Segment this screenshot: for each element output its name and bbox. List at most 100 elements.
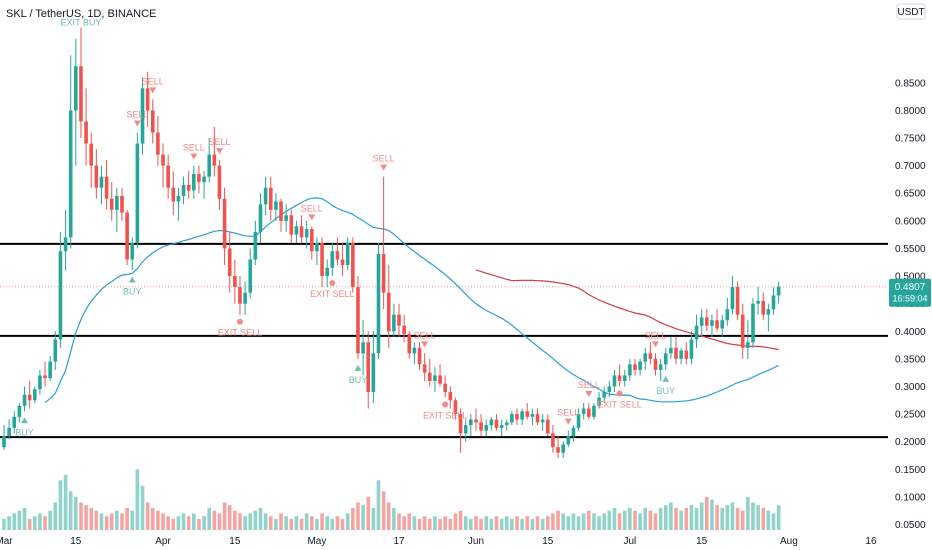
candle-body (258, 204, 263, 232)
candle-body (581, 408, 586, 415)
volume-bar (653, 513, 658, 530)
volume-bar (679, 510, 683, 530)
candle-body (740, 314, 745, 348)
volume-bar (43, 516, 47, 530)
candle-body (171, 187, 176, 202)
candle-body (689, 339, 694, 359)
ma-slow-line (475, 269, 779, 351)
volume-bar (274, 518, 278, 530)
volume-bar (140, 485, 145, 530)
volume-bar (612, 507, 617, 530)
volume-bar (622, 510, 627, 530)
volume-bar (566, 516, 571, 530)
volume-bar (289, 518, 294, 530)
signal-label: BUY (657, 386, 676, 396)
time-tick-label: 16 (865, 536, 877, 547)
candle-body (202, 176, 206, 183)
price-tick-label: 0.6500 (895, 189, 926, 200)
signal-label: SELL (578, 380, 600, 390)
volume-bar (371, 507, 376, 530)
candle-body (38, 375, 42, 390)
candle-body (248, 259, 253, 293)
volume-bar (340, 518, 345, 530)
candle-body (140, 88, 145, 144)
candle-body (392, 314, 396, 332)
candle-body (243, 292, 247, 304)
volume-bar (469, 518, 473, 530)
volume-bar (53, 502, 58, 530)
candle-body (530, 414, 535, 417)
candle-body (22, 394, 27, 406)
candle-body (156, 132, 160, 155)
candles-layer (2, 27, 781, 459)
volume-bar (74, 496, 78, 530)
volume-bar (84, 505, 88, 530)
candle-body (68, 110, 73, 238)
candle-body (402, 325, 406, 335)
candle-body (479, 422, 483, 431)
candle-body (545, 419, 550, 434)
candle-body (366, 342, 371, 392)
volume-bar (458, 510, 463, 530)
currency-badge (896, 3, 926, 20)
candle-body (176, 195, 181, 202)
time-tick-label: Jul (623, 536, 636, 547)
volume-bar (658, 507, 663, 530)
candle-body (268, 187, 273, 210)
time-tick-label: Aug (780, 536, 798, 547)
candle-body (469, 419, 473, 426)
currency-label: USDT (897, 7, 924, 18)
time-tick-label: May (307, 536, 326, 547)
candle-body (504, 422, 509, 426)
candle-body (720, 320, 724, 329)
price-tick-label: 0.4000 (895, 327, 926, 338)
volume-bar (181, 513, 186, 530)
volume-bar (515, 516, 519, 530)
candle-body (663, 353, 668, 365)
candle-body (32, 389, 37, 401)
volume-bar (412, 516, 417, 530)
volume-bar (176, 516, 181, 530)
candle-body (27, 394, 32, 401)
volume-bar (607, 510, 612, 530)
candle-body (628, 364, 632, 376)
price-tick-label: 0.2000 (895, 437, 926, 448)
volume-bar (545, 516, 550, 530)
candle-body (356, 287, 360, 354)
candle-body (571, 427, 576, 437)
volume-bar (202, 516, 206, 530)
volume-bar (638, 513, 642, 530)
candle-body (79, 66, 83, 122)
volume-bar (710, 499, 714, 530)
volume-bar (315, 518, 319, 530)
candle-body (84, 121, 88, 144)
volume-bar (299, 518, 304, 530)
volume-bar (530, 518, 535, 530)
volume-bar (335, 516, 340, 530)
volume-bar (253, 510, 258, 530)
signal-label: BUY (15, 427, 34, 437)
signal-label: EXIT SELL (597, 399, 641, 409)
last-price-countdown: 16:59:04 (892, 294, 927, 304)
volume-bar (109, 513, 114, 530)
candle-body (551, 433, 555, 448)
sell-marker-icon (308, 214, 316, 221)
price-tick-label: 0.2500 (895, 410, 926, 421)
candle-body (607, 386, 612, 392)
volume-bar (171, 518, 176, 530)
volume-bar (22, 507, 27, 530)
signal-label: EXIT SELL (310, 289, 354, 299)
volume-bar (135, 469, 140, 530)
candle-body (458, 414, 463, 434)
candle-body (684, 350, 689, 359)
volume-bar (120, 513, 124, 530)
candle-body (397, 314, 401, 326)
signal-label: EXIT SELL (423, 411, 467, 421)
volume-bar (402, 516, 406, 530)
volume-bar (145, 502, 150, 530)
candle-body (161, 154, 165, 166)
volume-bar (453, 513, 458, 530)
